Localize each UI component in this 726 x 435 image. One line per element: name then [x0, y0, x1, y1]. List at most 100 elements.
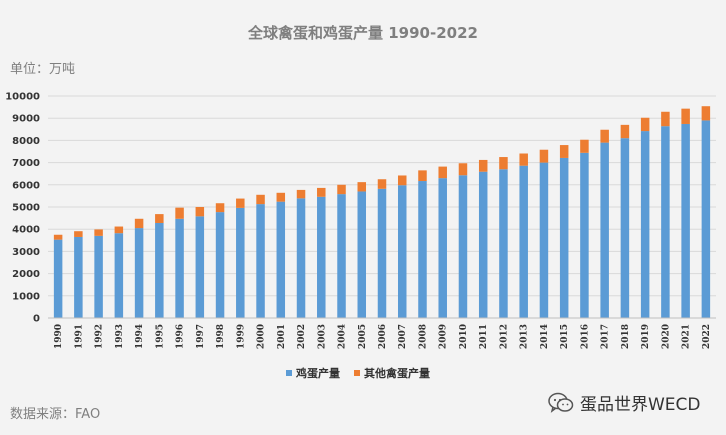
x-tick-label: 2019: [641, 324, 651, 349]
bar-other: [53, 234, 63, 240]
y-tick-label: 10000: [5, 92, 40, 103]
x-tick-label: 2005: [358, 324, 368, 349]
y-tick-label: 6000: [12, 180, 40, 191]
x-tick-label: 2001: [277, 324, 287, 349]
bar-chicken: [256, 204, 265, 318]
y-axis-ticks: 0 1000 2000 3000 4000 5000 6000 7000 8000 9000 100…: [5, 92, 40, 325]
bar-chicken: [600, 142, 609, 318]
bar-other: [559, 145, 569, 158]
bar-chicken: [620, 138, 630, 318]
bar-chicken: [74, 236, 83, 318]
x-tick-label: 2002: [297, 324, 307, 349]
legend-label-other: 其他禽蛋产量: [364, 366, 430, 380]
bar-chicken: [134, 228, 144, 318]
x-tick-label: 2020: [661, 324, 671, 349]
x-tick-label: 2008: [418, 324, 428, 349]
bar-other: [418, 170, 427, 182]
bar-other: [519, 153, 528, 166]
bar-other: [539, 149, 549, 163]
bar-chicken: [418, 181, 427, 318]
wechat-icon: [548, 392, 574, 413]
x-tick-label: 2016: [580, 324, 590, 349]
bar-chicken: [175, 218, 184, 318]
bar-chicken: [236, 207, 245, 318]
watermark: 蛋品世界WECD: [548, 390, 701, 415]
bar-chicken: [215, 212, 225, 318]
bar-chicken: [559, 157, 569, 318]
bar-other: [438, 166, 447, 179]
unit-label: 单位：万吨: [10, 62, 76, 77]
bar-chicken: [499, 169, 508, 318]
bar-chicken: [296, 198, 306, 318]
bar-other: [155, 214, 164, 223]
bar-chicken: [681, 123, 690, 318]
bar-chicken: [397, 185, 407, 318]
y-tick-label: 1000: [12, 291, 40, 302]
bar-chicken: [155, 222, 164, 318]
x-tick-label: 2009: [439, 324, 449, 349]
bar-chicken: [539, 162, 549, 318]
bar-other: [195, 207, 205, 217]
x-tick-label: 1992: [95, 324, 105, 349]
bar-other: [94, 229, 103, 236]
y-tick-label: 2000: [12, 269, 40, 280]
bar-chicken: [478, 171, 488, 318]
legend: 鸡蛋产量 其他禽蛋产量: [286, 366, 430, 380]
bar-other: [458, 163, 468, 176]
bar-other: [296, 189, 306, 199]
watermark-text: 蛋品世界WECD: [580, 395, 701, 415]
bar-other: [580, 139, 589, 153]
bar-other: [478, 159, 488, 172]
x-tick-label: 2007: [398, 324, 408, 349]
bar-other: [175, 207, 184, 219]
chart-title: 全球禽蛋和鸡蛋产量 1990-2022: [248, 24, 478, 42]
bar-chicken: [701, 120, 711, 318]
x-tick-label: 2022: [702, 324, 712, 349]
bar-other: [317, 187, 326, 197]
bar-chicken: [458, 175, 468, 318]
bar-other: [134, 218, 144, 229]
bar-chicken: [276, 201, 286, 318]
bar-other: [620, 124, 630, 139]
y-tick-label: 5000: [12, 203, 40, 214]
legend-swatch-other: [354, 370, 360, 376]
y-tick-label: 9000: [12, 114, 40, 125]
y-tick-label: 3000: [12, 247, 40, 258]
y-tick-label: 0: [33, 314, 40, 325]
x-axis-ticks: 1990 1991 1992 1993 1994 1995 1996 1997 1998 1999…: [54, 324, 712, 349]
x-tick-label: 1990: [54, 324, 64, 349]
data-source: 数据来源：FAO: [10, 407, 101, 422]
bar-other: [215, 203, 225, 213]
bars: [53, 106, 711, 318]
bar-other: [640, 117, 650, 132]
bar-other: [256, 194, 265, 205]
bar-chicken: [519, 165, 528, 318]
bar-chicken: [53, 239, 63, 318]
x-tick-label: 2010: [459, 324, 469, 349]
bar-chicken: [337, 194, 346, 318]
x-tick-label: 1998: [216, 324, 226, 349]
bar-chicken: [438, 178, 447, 318]
bar-other: [377, 179, 387, 189]
legend-label-chicken: 鸡蛋产量: [295, 366, 340, 380]
bar-chicken: [377, 188, 387, 318]
x-tick-label: 2011: [479, 324, 489, 349]
y-tick-label: 7000: [12, 158, 40, 169]
bar-other: [701, 106, 711, 121]
bar-other: [114, 226, 124, 234]
bar-chicken: [580, 152, 589, 318]
bar-chicken: [114, 233, 124, 318]
bar-other: [661, 111, 670, 127]
x-tick-label: 2000: [257, 324, 267, 349]
x-tick-label: 1997: [196, 324, 206, 349]
bar-chicken: [317, 196, 326, 318]
legend-swatch-chicken: [286, 370, 292, 376]
x-tick-label: 2021: [682, 324, 692, 349]
x-tick-label: 2018: [621, 324, 631, 349]
x-tick-label: 1996: [176, 324, 186, 349]
x-tick-label: 2015: [560, 324, 570, 349]
x-tick-label: 2014: [540, 324, 550, 349]
bar-other: [74, 231, 83, 237]
x-tick-label: 2017: [601, 324, 611, 349]
bar-chicken: [94, 235, 103, 318]
